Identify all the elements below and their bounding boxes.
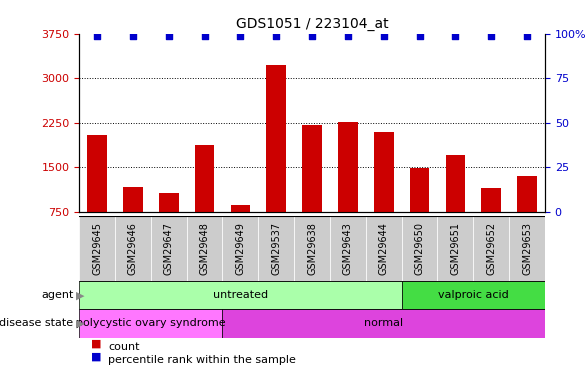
Text: GSM29651: GSM29651 <box>451 222 461 275</box>
Text: ■: ■ <box>91 339 101 349</box>
Point <box>415 33 424 39</box>
Text: GSM29638: GSM29638 <box>307 222 317 275</box>
Text: GSM29649: GSM29649 <box>236 222 246 275</box>
Bar <box>123 187 143 212</box>
Text: GSM29646: GSM29646 <box>128 222 138 275</box>
Bar <box>87 135 107 212</box>
Bar <box>230 205 250 212</box>
Text: valproic acid: valproic acid <box>438 290 509 300</box>
Text: GSM29647: GSM29647 <box>163 222 173 275</box>
Bar <box>79 309 223 338</box>
Text: ■: ■ <box>91 352 101 362</box>
Point <box>343 33 353 39</box>
Point <box>308 33 317 39</box>
Bar <box>151 216 186 281</box>
Text: GSM29644: GSM29644 <box>379 222 389 275</box>
Text: GSM29652: GSM29652 <box>486 222 496 275</box>
Bar <box>294 216 330 281</box>
Text: percentile rank within the sample: percentile rank within the sample <box>108 355 297 365</box>
Bar <box>115 216 151 281</box>
Point <box>164 33 173 39</box>
Bar <box>330 216 366 281</box>
Bar <box>517 176 537 212</box>
Bar <box>267 64 286 212</box>
Bar <box>302 125 322 212</box>
Bar <box>401 216 438 281</box>
Text: GSM29650: GSM29650 <box>414 222 424 275</box>
Point <box>379 33 389 39</box>
Text: GSM29645: GSM29645 <box>92 222 102 275</box>
Text: GSM29653: GSM29653 <box>522 222 532 275</box>
Text: GSM29643: GSM29643 <box>343 222 353 275</box>
Bar <box>481 188 501 212</box>
Bar <box>258 216 294 281</box>
Bar <box>338 122 357 212</box>
Bar <box>438 216 473 281</box>
Bar <box>186 216 223 281</box>
Text: count: count <box>108 342 140 352</box>
Text: disease state: disease state <box>0 318 73 328</box>
Bar <box>410 168 430 212</box>
Bar <box>473 216 509 281</box>
Bar <box>509 216 545 281</box>
Text: GSM29648: GSM29648 <box>200 222 210 275</box>
Bar <box>223 216 258 281</box>
Bar <box>79 281 401 309</box>
Bar <box>223 309 545 338</box>
Text: agent: agent <box>41 290 73 300</box>
Bar <box>445 156 465 212</box>
Text: polycystic ovary syndrome: polycystic ovary syndrome <box>76 318 226 328</box>
Point <box>271 33 281 39</box>
Bar <box>195 146 214 212</box>
Point <box>236 33 245 39</box>
Point <box>486 33 496 39</box>
Point <box>522 33 532 39</box>
Bar <box>366 216 401 281</box>
Point <box>451 33 460 39</box>
Bar <box>374 132 394 212</box>
Title: GDS1051 / 223104_at: GDS1051 / 223104_at <box>236 17 389 32</box>
Text: normal: normal <box>364 318 403 328</box>
Bar <box>79 216 115 281</box>
Text: ▶: ▶ <box>76 318 85 328</box>
Point <box>128 33 138 39</box>
Text: ▶: ▶ <box>76 290 85 300</box>
Point <box>200 33 209 39</box>
Bar <box>159 194 179 212</box>
Bar <box>401 281 545 309</box>
Text: untreated: untreated <box>213 290 268 300</box>
Text: GSM29537: GSM29537 <box>271 222 281 275</box>
Point <box>93 33 102 39</box>
